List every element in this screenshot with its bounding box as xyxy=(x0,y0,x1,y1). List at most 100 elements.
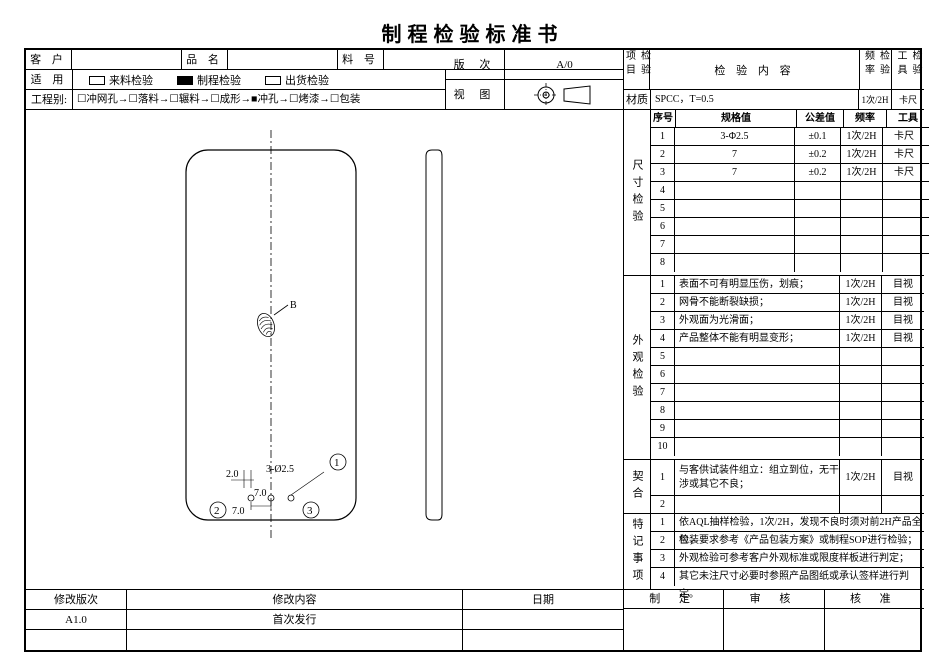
cell: 3 xyxy=(651,164,675,181)
note-row: 2包装要求参考《产品包装方案》或制程SOP进行检验； xyxy=(651,532,924,550)
svg-text:2: 2 xyxy=(214,505,220,517)
cell xyxy=(882,496,924,514)
signoff-row: 制 定 审 核 核 准 xyxy=(624,590,924,650)
rev-label: 版 次 xyxy=(446,50,505,79)
rev-row-empty xyxy=(26,630,623,650)
cell xyxy=(675,182,795,199)
dim-row: 7 xyxy=(651,236,929,254)
cell xyxy=(675,236,795,253)
note-row: 4其它未注尺寸必要时参照产品图纸或承认签样进行判定。 xyxy=(651,568,924,586)
rev-row-rev: A1.0 xyxy=(26,610,127,629)
cell xyxy=(840,420,882,437)
cell xyxy=(882,402,924,419)
dim-2p0: 2.0 xyxy=(226,469,239,480)
app-row: 7 xyxy=(651,384,924,402)
rev-value: A/0 xyxy=(505,50,624,79)
cell: 5 xyxy=(651,200,675,217)
app-row: 4产品整体不能有明显变形；1次/2H目视 xyxy=(651,330,924,348)
note-side-label: 特记事项 xyxy=(624,514,651,589)
dim-7b: 7.0 xyxy=(232,506,245,517)
rhead-tool: 检验工具 xyxy=(892,50,924,89)
cell xyxy=(882,420,924,437)
cell xyxy=(883,200,925,217)
sign-make-label: 制 定 xyxy=(624,590,723,609)
cell: 7 xyxy=(675,164,795,181)
partno-label: 料 号 xyxy=(338,50,384,69)
cell xyxy=(883,236,925,253)
cell: 目视 xyxy=(882,330,924,347)
cell: 2 xyxy=(651,496,675,514)
cell: 1次/2H xyxy=(841,164,883,181)
rhead-item: 检验项目 xyxy=(624,50,650,89)
cell xyxy=(883,182,925,199)
cell: 2 xyxy=(651,294,675,311)
cell xyxy=(841,218,883,235)
cell: 3 xyxy=(651,312,675,329)
cell: 10 xyxy=(651,438,675,456)
app-row: 5 xyxy=(651,348,924,366)
cell xyxy=(675,200,795,217)
cell xyxy=(840,402,882,419)
view-symbol xyxy=(505,80,624,110)
dim-row: 8 xyxy=(651,254,929,272)
dim-h-freq: 频率 xyxy=(844,110,887,127)
opt-inprocess: 制程检验 xyxy=(177,72,241,88)
cell: 卡尺 xyxy=(883,146,925,163)
cell xyxy=(675,348,840,365)
cell xyxy=(841,182,883,199)
cell: 1 xyxy=(651,276,675,293)
dim-row: 27±0.21次/2H卡尺 xyxy=(651,146,929,164)
applicability-label: 适 用 xyxy=(26,70,73,89)
opt-outgoing-label: 出货检验 xyxy=(285,75,329,87)
cell xyxy=(675,254,795,272)
material-value: SPCC，T=0.5 xyxy=(651,90,859,109)
cell: 3 xyxy=(651,550,675,567)
cell: 7 xyxy=(651,236,675,253)
note-row: 3外观检验可参考客户外观标准或限度样板进行判定； xyxy=(651,550,924,568)
app-side-label: 外观检验 xyxy=(624,276,651,459)
dim-h-spec: 规格值 xyxy=(676,110,797,127)
cell: 目视 xyxy=(882,460,924,495)
cell xyxy=(840,438,882,456)
balloon-1: 1 xyxy=(330,454,346,470)
cell: 包装要求参考《产品包装方案》或制程SOP进行检验； xyxy=(675,532,924,549)
checkbox-icon xyxy=(89,76,105,85)
cell xyxy=(795,254,841,272)
cell: 1次/2H xyxy=(840,330,882,347)
left-panel: 客 户 品 名 料 号 适 用 来料检验 制程检验 出货检验 工程别: ☐冲网孔… xyxy=(26,50,624,650)
cell: 1次/2H xyxy=(840,460,882,495)
rhead-content: 检 验 内 容 xyxy=(650,50,860,89)
dim-3phi25: 3-Ø2.5 xyxy=(266,464,294,475)
fingerprint-mark xyxy=(254,311,277,339)
cell: 7 xyxy=(651,384,675,401)
cell xyxy=(882,366,924,383)
process-flow: ☐冲网孔→☐落料→☐辗料→☐成形→■冲孔→☐烤漆→☐包装 xyxy=(73,90,445,109)
cell: 网骨不能断裂缺损； xyxy=(675,294,840,311)
cell: 外观面为光滑面； xyxy=(675,312,840,329)
cell: 产品整体不能有明显变形； xyxy=(675,330,840,347)
cell: 9 xyxy=(651,420,675,437)
fit-row: 2 xyxy=(651,496,924,514)
app-row: 9 xyxy=(651,420,924,438)
app-row: 8 xyxy=(651,402,924,420)
svg-text:3: 3 xyxy=(307,505,313,517)
balloon-2: 2 xyxy=(210,502,226,518)
cell: 1次/2H xyxy=(841,128,883,145)
cell xyxy=(841,254,883,272)
sign-approve-label: 核 准 xyxy=(825,590,924,609)
sign-check-label: 审 核 xyxy=(724,590,823,609)
cell xyxy=(675,366,840,383)
right-header: 检验项目 检 验 内 容 检验频率 检验工具 xyxy=(624,50,924,90)
svg-text:1: 1 xyxy=(334,457,340,469)
cell xyxy=(882,384,924,401)
dim-7a: 7.0 xyxy=(254,488,267,499)
sign-check: 审 核 xyxy=(724,590,824,650)
rev-col-date: 日期 xyxy=(463,590,623,609)
cell xyxy=(840,348,882,365)
projection-symbol-icon xyxy=(530,83,600,107)
app-row: 10 xyxy=(651,438,924,456)
customer-value xyxy=(72,50,182,69)
cell: 1 xyxy=(651,460,675,495)
rhead-freq: 检验频率 xyxy=(860,50,892,89)
part-drawing: B 2.0 3-Ø2.5 7.0 7.0 xyxy=(26,110,624,590)
